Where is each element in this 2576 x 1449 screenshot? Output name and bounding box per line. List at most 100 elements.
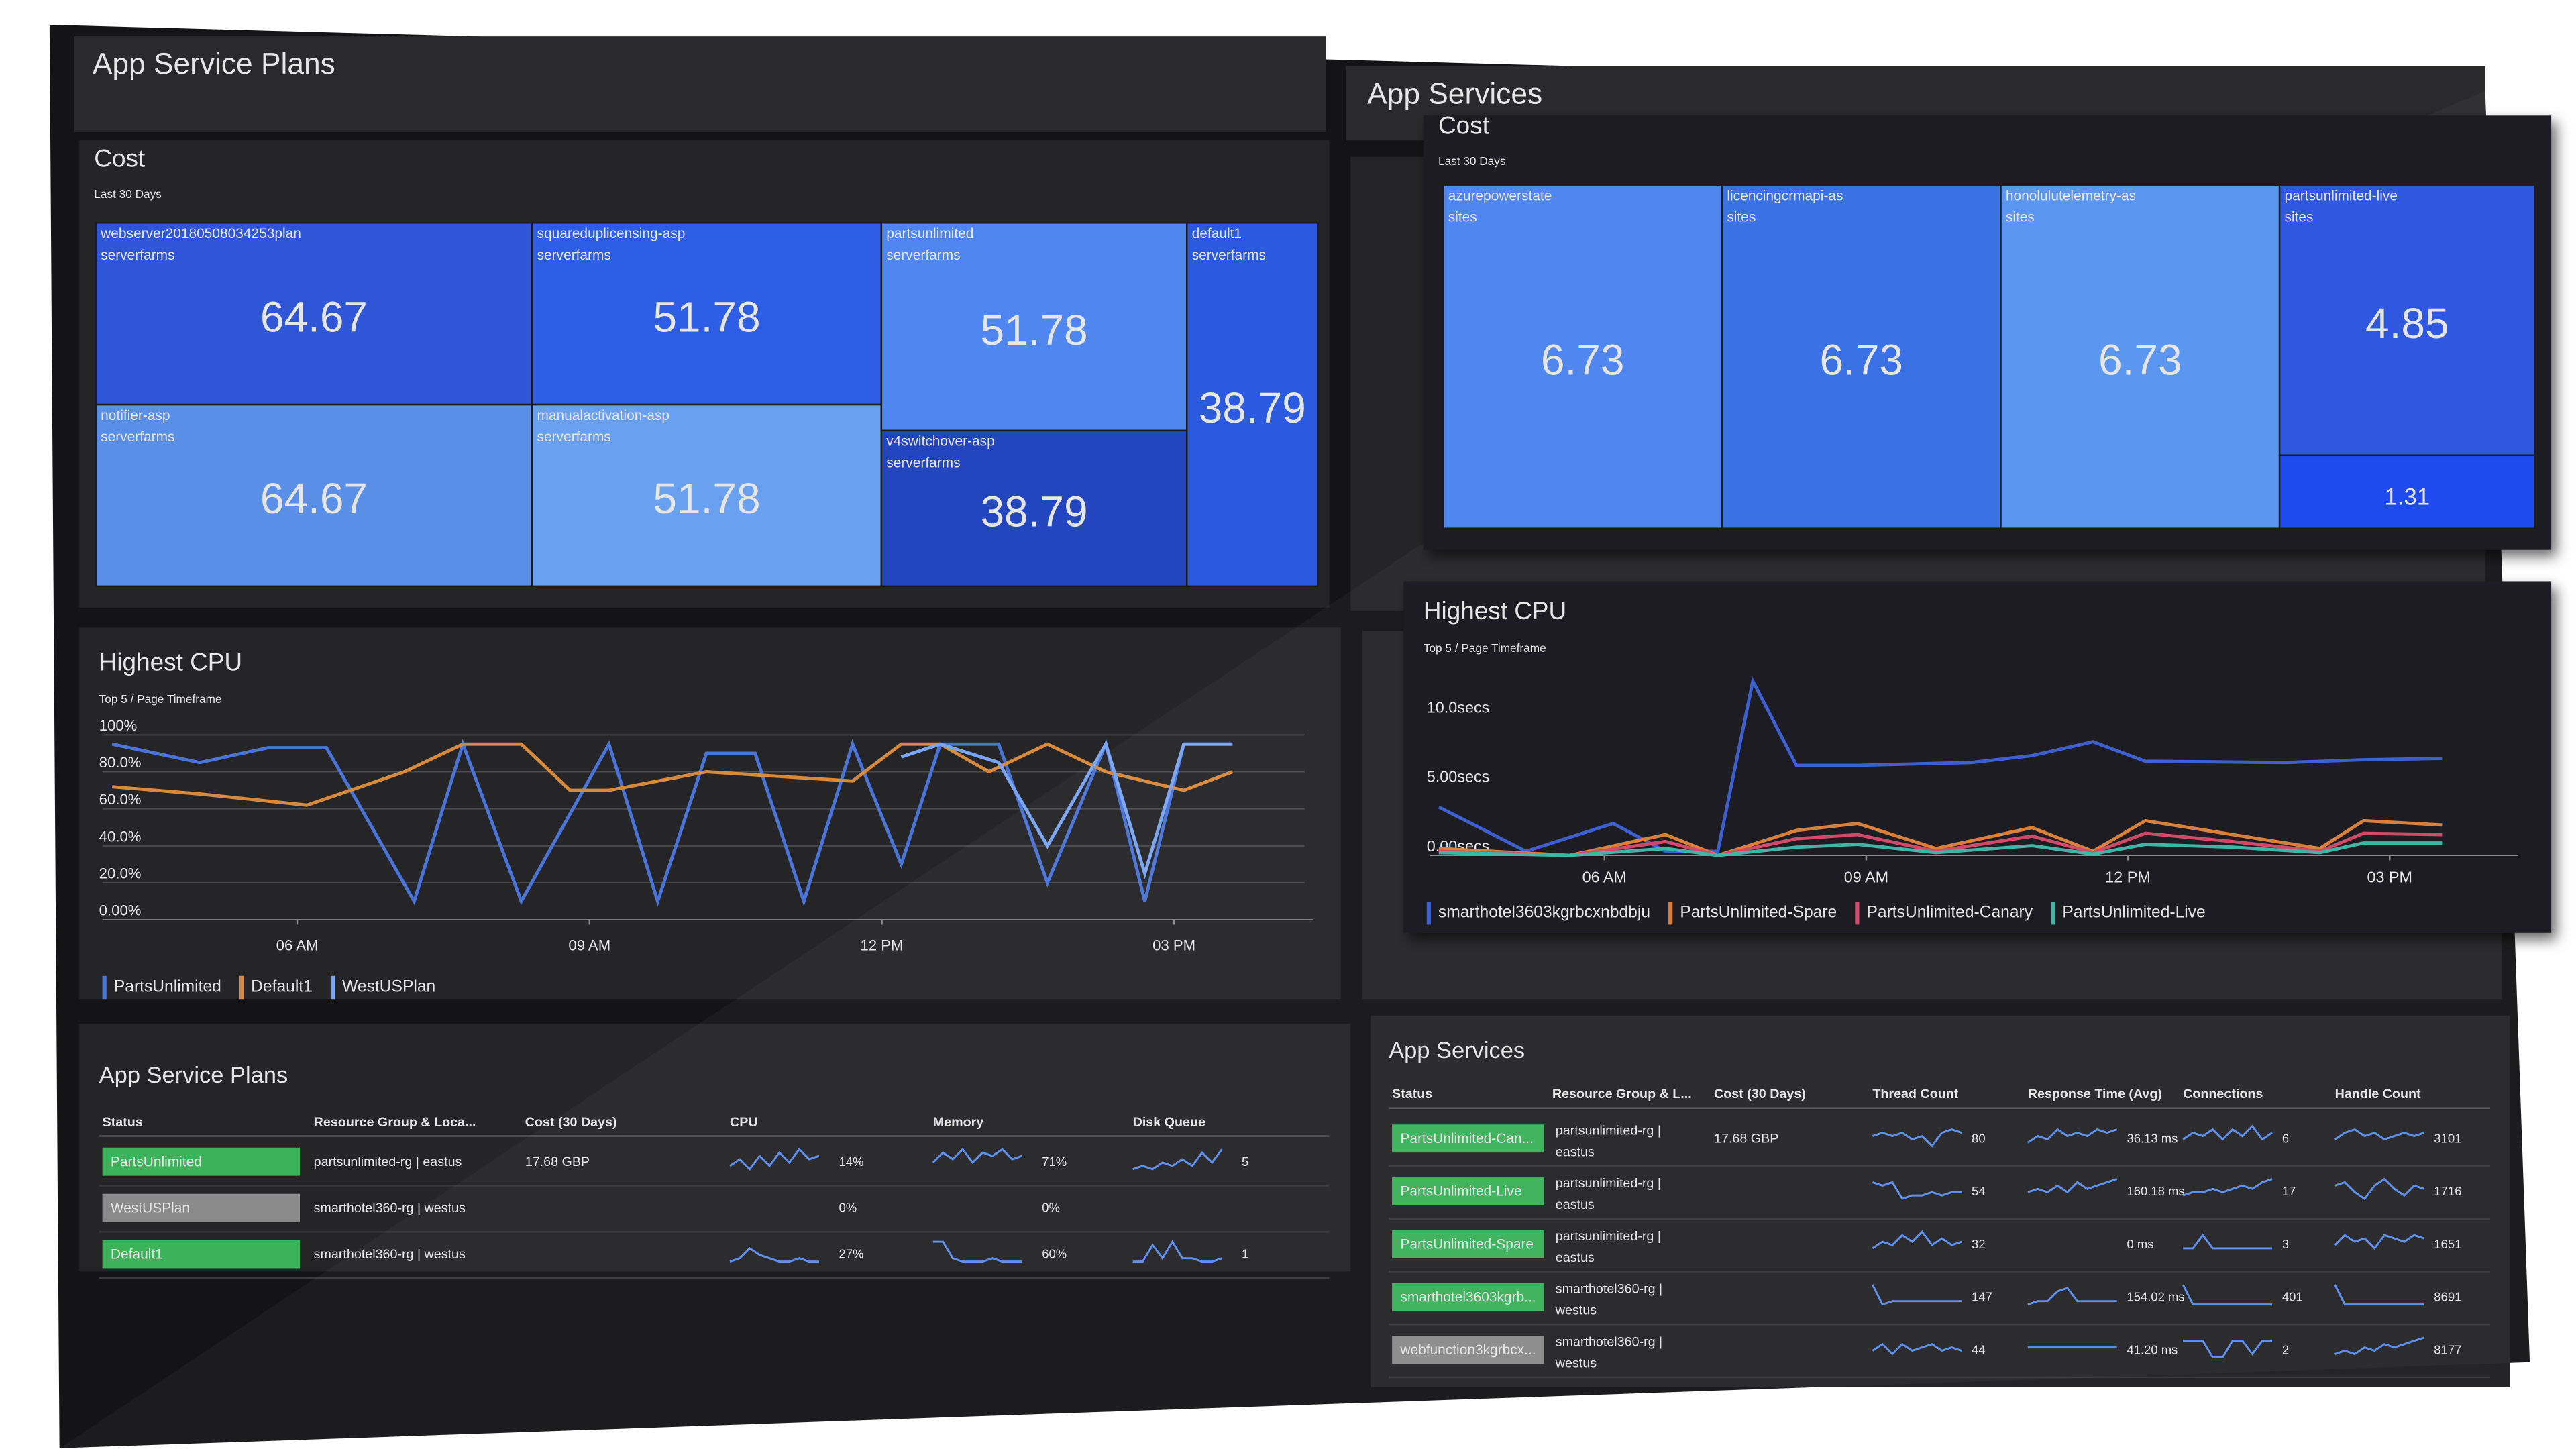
cell-value: 0% [1042, 1201, 1060, 1215]
series-line [1438, 676, 2443, 853]
cell-text: smarthotel360-rg | westus [314, 1247, 466, 1262]
cell-text: westus [1555, 1303, 1597, 1318]
tile-value: 6.73 [1541, 335, 1625, 384]
x-tick-label: 06 AM [1582, 869, 1627, 886]
sparkline [1132, 1148, 1223, 1171]
treemap-tile [880, 429, 1188, 588]
tile-value: 51.78 [653, 292, 760, 341]
cell-value: 60% [1042, 1247, 1067, 1261]
sparkline [2182, 1124, 2273, 1141]
status-badge [102, 1147, 301, 1176]
tile-value: 64.67 [260, 292, 368, 341]
tile-kind: serverfarms [886, 455, 960, 471]
cell-value: 44 [1972, 1342, 1986, 1356]
cell-text: 17.68 GBP [1714, 1132, 1778, 1146]
series-line [1438, 841, 2443, 857]
legend-swatch [1668, 902, 1673, 925]
sparkline [932, 1240, 1022, 1263]
series-line [1438, 818, 2443, 857]
cell-value: 2 [2282, 1342, 2289, 1356]
cell-value: 8177 [2434, 1342, 2461, 1356]
tile-name: licencingcrmapi-as [1727, 188, 1843, 203]
cell-value: 36.13 ms [2127, 1131, 2178, 1145]
column-header: Status [1392, 1087, 1432, 1102]
cell-value: 71% [1042, 1155, 1067, 1169]
cell-value: 1 [1242, 1247, 1248, 1261]
cell-value: 401 [2282, 1290, 2303, 1304]
tile-name: partsunlimited-live [2284, 188, 2397, 203]
cell-value: 147 [1972, 1290, 1992, 1304]
cell-value: 17 [2282, 1184, 2296, 1198]
column-header: Cost (30 Days) [1714, 1087, 1806, 1102]
tile-kind: serverfarms [537, 248, 611, 263]
column-header: Memory [933, 1115, 984, 1130]
sparkline [2334, 1177, 2425, 1201]
sparkline [2027, 1287, 2117, 1306]
column-header: Handle Count [2335, 1087, 2421, 1102]
column-header: Resource Group & L... [1552, 1087, 1692, 1102]
cell-text: eastus [1556, 1250, 1595, 1265]
legend-label: PartsUnlimited-Spare [1680, 904, 1837, 922]
tile-value: 4.85 [2365, 299, 2449, 347]
y-tick-label: 5.00secs [1427, 768, 1490, 786]
cell-value: 8691 [2434, 1290, 2461, 1304]
panel-title: Cost [1438, 111, 1489, 139]
sparkline [2334, 1128, 2425, 1141]
y-tick-label: 80.0% [99, 754, 142, 771]
cell-value: 41.20 ms [2127, 1342, 2178, 1356]
cell-value: 1716 [2434, 1184, 2461, 1198]
sparkline [2334, 1336, 2425, 1356]
column-header: Status [103, 1115, 143, 1130]
tile-kind: serverfarms [886, 248, 960, 263]
sparkline [1872, 1284, 1962, 1306]
treemap-tile [2278, 184, 2536, 457]
status-badge [102, 1193, 301, 1222]
cell-text: smarthotel360-rg | [1556, 1334, 1662, 1349]
cell-value: 80 [1972, 1131, 1986, 1145]
tile-value: 51.78 [653, 474, 760, 523]
status-label: Default1 [111, 1246, 163, 1262]
cell-text: partsunlimited-rg | eastus [314, 1155, 462, 1169]
x-tick-label: 09 AM [1844, 869, 1888, 886]
column-header: CPU [730, 1115, 758, 1130]
legend-label: PartsUnlimited-Live [2062, 904, 2205, 922]
treemap-tile [1721, 184, 2002, 529]
legend-swatch [1426, 902, 1431, 925]
cell-value: 160.18 ms [2127, 1184, 2184, 1198]
cell-text: partsunlimited-rg | [1556, 1229, 1661, 1244]
treemap-tile [95, 403, 533, 588]
tile-name: manualactivation-asp [537, 408, 670, 423]
tile-kind: serverfarms [101, 429, 174, 445]
tile-kind: sites [2006, 209, 2035, 225]
panel-title: Highest CPU [99, 648, 242, 676]
sparkline [1872, 1230, 1962, 1250]
section-title: App Services [1367, 77, 1542, 110]
tile-name: honolulutelemetry-as [2006, 188, 2136, 203]
cell-value: 1651 [2434, 1237, 2461, 1251]
cell-value: 6 [2282, 1131, 2289, 1145]
treemap-tile [1186, 222, 1319, 588]
cell-value: 0% [839, 1201, 857, 1215]
treemap-tile [2278, 454, 2536, 529]
column-header: Resource Group & Loca... [314, 1115, 476, 1130]
tile-name: v4switchover-asp [886, 434, 995, 449]
sparkline [1872, 1128, 1962, 1148]
section-title: App Service Plans [93, 48, 335, 80]
status-badge [1392, 1124, 1544, 1153]
cell-value: 32 [1972, 1237, 1986, 1251]
tile-value: 6.73 [2098, 335, 2182, 384]
tile-value: 38.79 [1199, 384, 1306, 432]
x-tick-label: 12 PM [860, 936, 903, 953]
cpu-zoom-panel [1403, 581, 2552, 933]
legend-swatch [1855, 902, 1860, 925]
panel-title: Cost [94, 145, 145, 172]
y-tick-label: 20.0% [99, 865, 142, 881]
legend-swatch [2051, 902, 2055, 925]
tile-name: notifier-asp [101, 408, 170, 423]
sparkline [2183, 1340, 2273, 1358]
cell-text: smarthotel360-rg | [1556, 1282, 1662, 1297]
panel-subtitle: Last 30 Days [94, 187, 162, 201]
treemap-tile [531, 403, 883, 588]
cell-text: partsunlimited-rg | [1556, 1176, 1661, 1191]
